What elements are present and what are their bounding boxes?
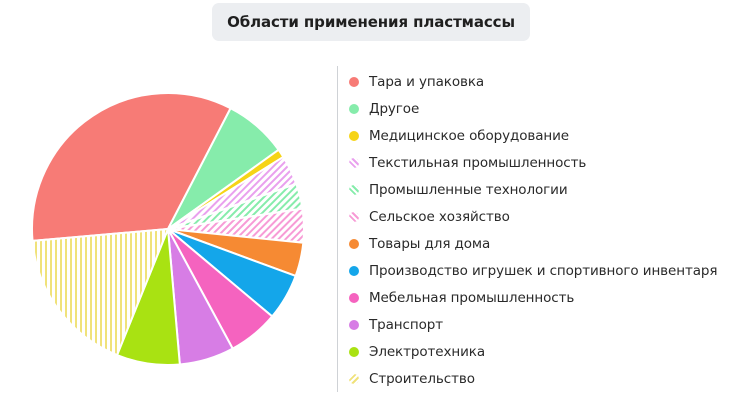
legend-label: Тара и упаковка bbox=[369, 73, 485, 90]
pie-slice-12 bbox=[31, 228, 169, 357]
legend-item: Тара и упаковка bbox=[345, 68, 717, 95]
legend-item: Строительство bbox=[345, 365, 717, 392]
legend-item: Мебельная промышленность bbox=[345, 284, 717, 311]
legend-item: Промышленные технологии bbox=[345, 176, 717, 203]
legend-item: Электротехника bbox=[345, 338, 717, 365]
legend-label: Строительство bbox=[369, 370, 475, 387]
legend-item: Товары для дома bbox=[345, 230, 717, 257]
legend-marker-icon bbox=[349, 292, 359, 303]
legend-marker-icon bbox=[349, 238, 359, 249]
pie-svg bbox=[31, 92, 305, 366]
chart-title: Области применения пластмассы bbox=[212, 3, 530, 41]
legend-marker-icon bbox=[349, 265, 359, 276]
legend-label: Товары для дома bbox=[369, 235, 491, 252]
legend-label: Сельское хозяйство bbox=[369, 208, 510, 225]
legend-label: Производство игрушек и спортивного инвен… bbox=[369, 262, 718, 279]
legend-label: Текстильная промышленность bbox=[369, 154, 587, 171]
legend-label: Мебельная промышленность bbox=[369, 289, 575, 306]
legend-marker-icon bbox=[349, 373, 359, 384]
legend-marker-icon bbox=[349, 319, 359, 330]
legend-label: Промышленные технологии bbox=[369, 181, 568, 198]
legend-marker-icon bbox=[349, 103, 359, 114]
legend-item: Транспорт bbox=[345, 311, 717, 338]
legend-marker-icon bbox=[349, 184, 359, 195]
pie-chart bbox=[0, 0, 330, 401]
legend-marker-icon bbox=[349, 211, 359, 222]
legend-marker-icon bbox=[349, 157, 359, 168]
legend-label: Медицинское оборудование bbox=[369, 127, 570, 144]
legend-label: Транспорт bbox=[369, 316, 443, 333]
legend-marker-icon bbox=[349, 130, 359, 141]
legend: Тара и упаковка Другое Медицинское оборудо… bbox=[345, 68, 717, 392]
legend-marker-icon bbox=[349, 346, 359, 357]
legend-divider bbox=[337, 66, 338, 392]
legend-item: Медицинское оборудование bbox=[345, 122, 717, 149]
legend-item: Другое bbox=[345, 95, 717, 122]
legend-label: Электротехника bbox=[369, 343, 485, 360]
legend-label: Другое bbox=[369, 100, 420, 117]
legend-item: Производство игрушек и спортивного инвен… bbox=[345, 257, 717, 284]
legend-marker-icon bbox=[349, 76, 359, 87]
legend-item: Сельское хозяйство bbox=[345, 203, 717, 230]
legend-item: Текстильная промышленность bbox=[345, 149, 717, 176]
